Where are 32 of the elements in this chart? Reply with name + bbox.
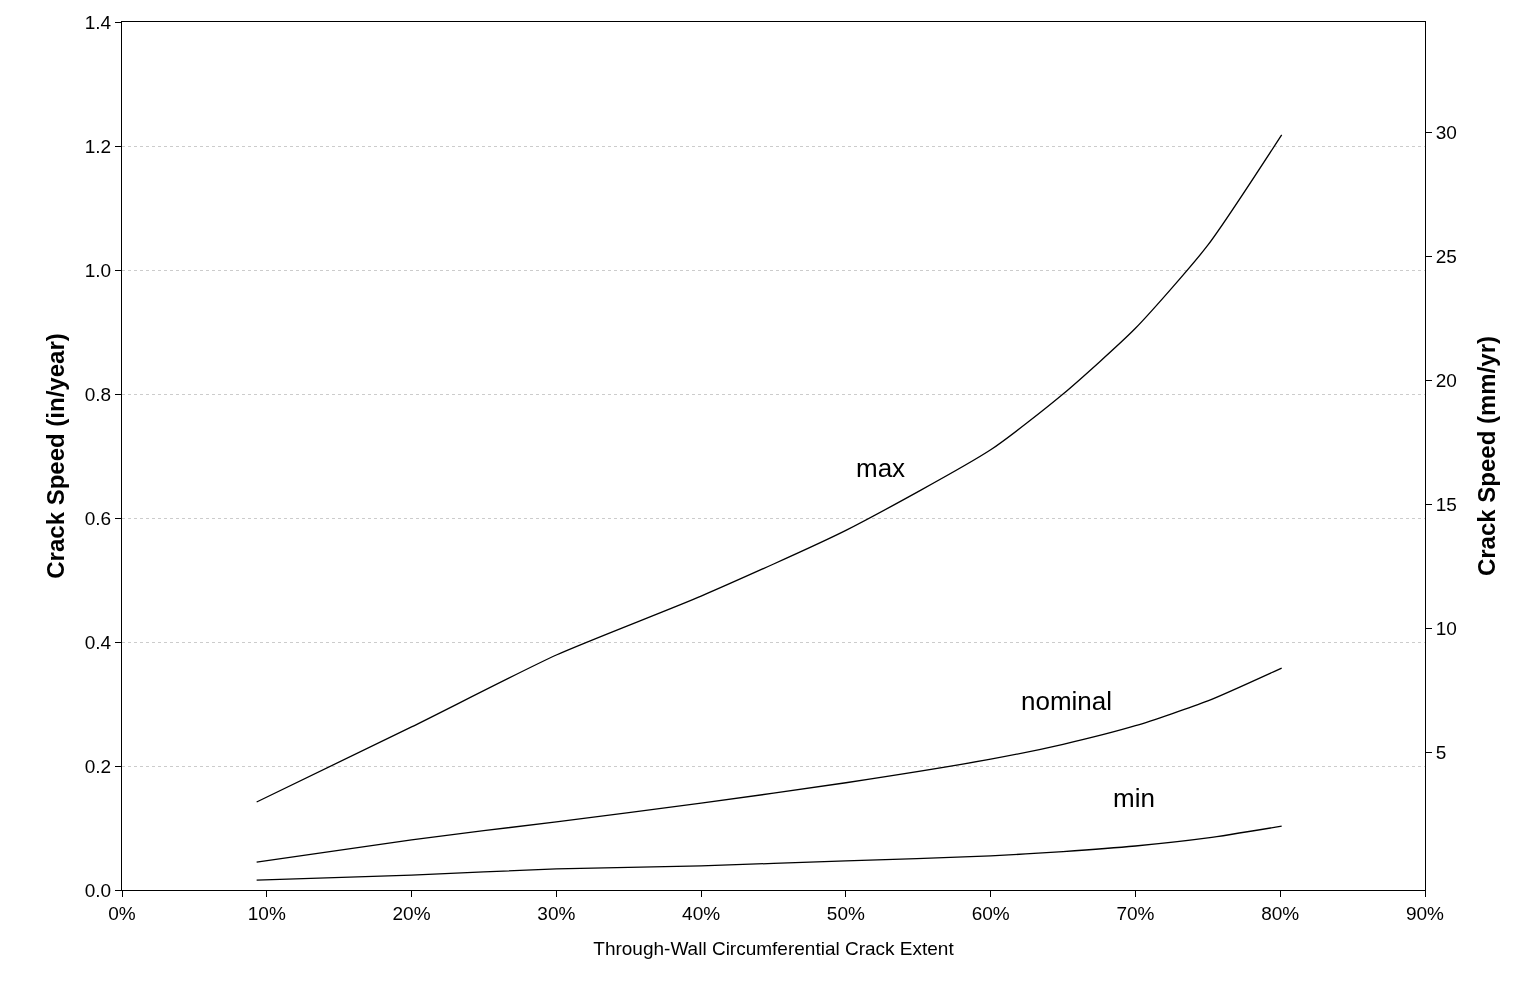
x-tick-label: 90% bbox=[1405, 902, 1445, 924]
y2-tick-label: 10 bbox=[1435, 617, 1457, 639]
x-tick-label: 40% bbox=[682, 902, 721, 924]
series-label: min bbox=[1113, 783, 1155, 813]
x-tick-label: 10% bbox=[247, 902, 286, 924]
y-tick-label: 1.2 bbox=[84, 135, 112, 157]
line-series bbox=[255, 825, 1283, 881]
y-tick-label: 1.0 bbox=[84, 259, 112, 281]
x-tick-label: 50% bbox=[826, 902, 866, 924]
series-label: nominal bbox=[1021, 686, 1113, 716]
x-tick-label: 20% bbox=[392, 902, 431, 924]
y2-tick-label: 25 bbox=[1435, 245, 1457, 267]
y-tick-label: 0.6 bbox=[84, 507, 112, 529]
y-tick-label: 0.4 bbox=[84, 631, 112, 653]
x-tick-label: 60% bbox=[971, 902, 1010, 924]
y2-tick-label: 20 bbox=[1435, 369, 1457, 391]
x-tick-label: 30% bbox=[537, 902, 576, 924]
x-tick-label: 80% bbox=[1261, 902, 1300, 924]
y-tick-label: 0.2 bbox=[84, 755, 112, 777]
series-label: max bbox=[856, 453, 906, 483]
y-axis-title: Crack Speed (in/year) bbox=[42, 333, 69, 579]
y2-tick-label: 30 bbox=[1435, 121, 1457, 143]
y-tick-label: 0.0 bbox=[84, 879, 112, 901]
y-tick-label: 0.8 bbox=[84, 383, 112, 405]
y2-axis-title: Crack Speed (mm/yr) bbox=[1473, 335, 1500, 577]
x-axis-title: Through-Wall Circumferential Crack Extent bbox=[593, 937, 955, 959]
y2-tick-label: 15 bbox=[1435, 493, 1457, 515]
x-tick-label: 70% bbox=[1116, 902, 1155, 924]
x-tick-label: 0% bbox=[108, 902, 136, 924]
y-tick-label: 1.4 bbox=[84, 11, 112, 33]
y2-tick-label: 5 bbox=[1435, 741, 1447, 763]
line-series bbox=[255, 667, 1283, 863]
